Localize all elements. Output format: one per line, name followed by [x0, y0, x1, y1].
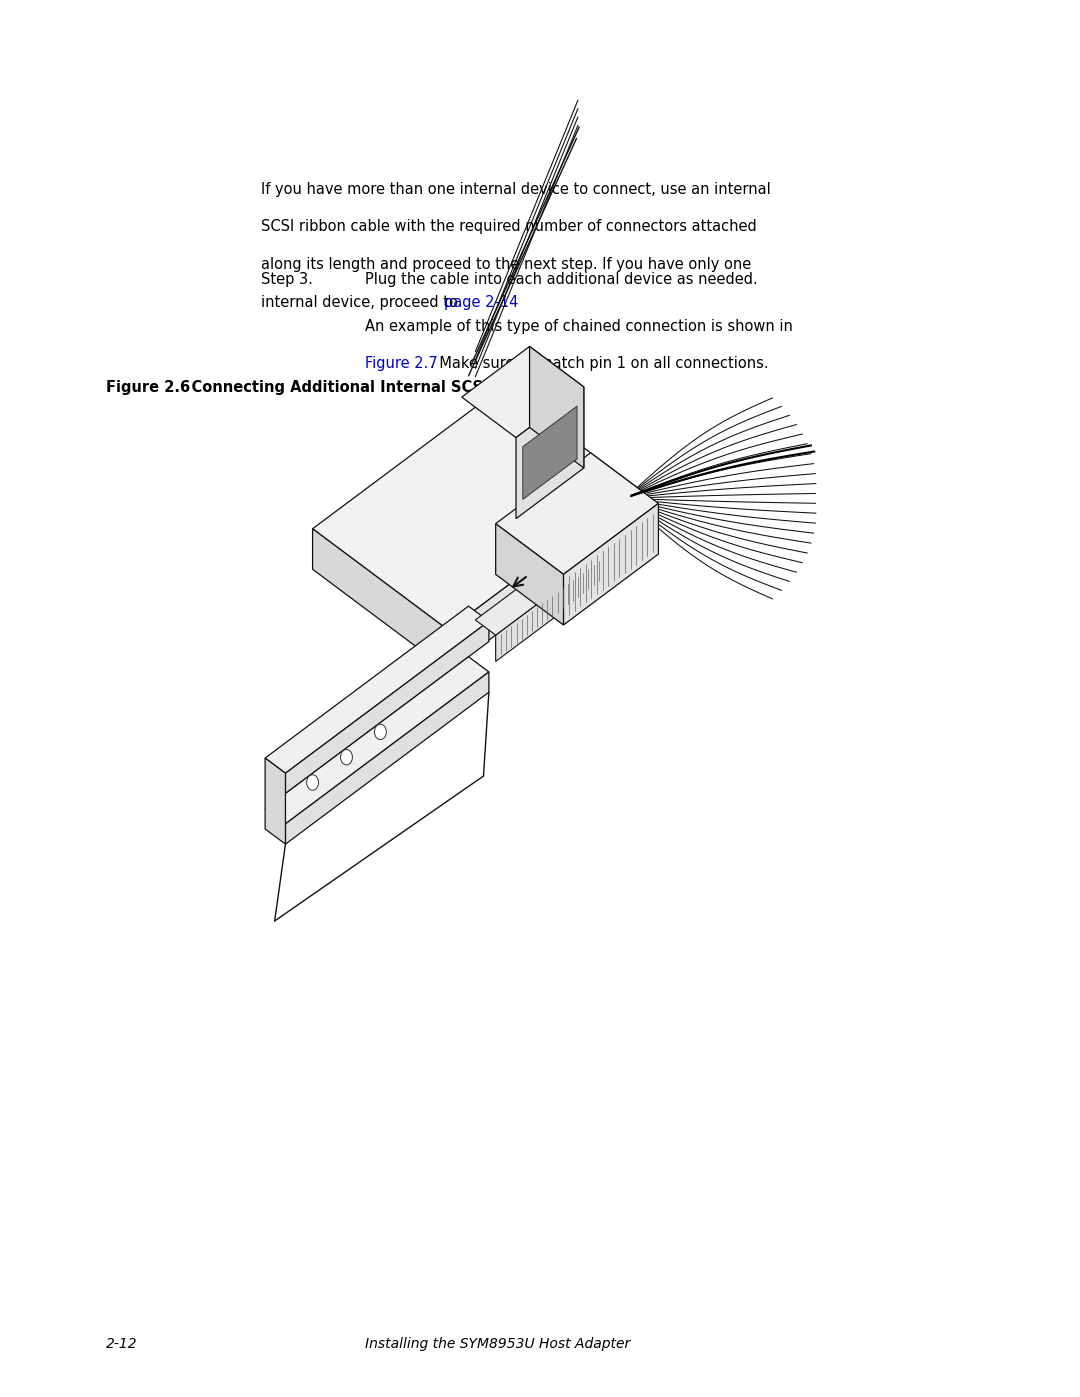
Text: Figure 2.7: Figure 2.7: [365, 356, 437, 372]
Text: SCSI ribbon cable with the required number of connectors attached: SCSI ribbon cable with the required numb…: [261, 219, 757, 235]
Text: If you have more than one internal device to connect, use an internal: If you have more than one internal devic…: [261, 182, 771, 197]
Polygon shape: [523, 407, 577, 499]
Text: Connecting Additional Internal SCSI Devices: Connecting Additional Internal SCSI Devi…: [171, 380, 557, 395]
Polygon shape: [496, 524, 564, 624]
Text: .: .: [502, 295, 507, 310]
Polygon shape: [462, 346, 584, 437]
Polygon shape: [496, 453, 659, 574]
Polygon shape: [285, 672, 489, 844]
Polygon shape: [564, 503, 659, 624]
Circle shape: [375, 724, 387, 739]
Text: Figure 2.6: Figure 2.6: [106, 380, 190, 395]
Text: along its length and proceed to the next step. If you have only one: along its length and proceed to the next…: [261, 257, 752, 272]
Polygon shape: [265, 759, 285, 844]
Polygon shape: [496, 555, 604, 661]
Polygon shape: [448, 488, 638, 671]
Text: . Make sure to match pin 1 on all connections.: . Make sure to match pin 1 on all connec…: [430, 356, 769, 372]
Text: Installing the SYM8953U Host Adapter: Installing the SYM8953U Host Adapter: [365, 1337, 631, 1351]
Polygon shape: [312, 387, 638, 630]
Polygon shape: [516, 387, 584, 518]
Text: internal device, proceed to: internal device, proceed to: [261, 295, 463, 310]
Text: Step 3.: Step 3.: [261, 272, 313, 288]
Polygon shape: [265, 657, 489, 824]
Text: page 2-14: page 2-14: [444, 295, 518, 310]
Polygon shape: [529, 346, 584, 468]
Polygon shape: [265, 606, 489, 774]
Circle shape: [307, 775, 319, 791]
Polygon shape: [312, 528, 448, 671]
Polygon shape: [475, 539, 604, 636]
Text: 2-12: 2-12: [106, 1337, 137, 1351]
Text: Plug the cable into each additional device as needed.: Plug the cable into each additional devi…: [365, 272, 758, 288]
Circle shape: [340, 749, 352, 766]
Text: An example of this type of chained connection is shown in: An example of this type of chained conne…: [365, 319, 793, 334]
Text: internal device, proceed to: internal device, proceed to: [261, 295, 463, 310]
Polygon shape: [285, 622, 489, 793]
